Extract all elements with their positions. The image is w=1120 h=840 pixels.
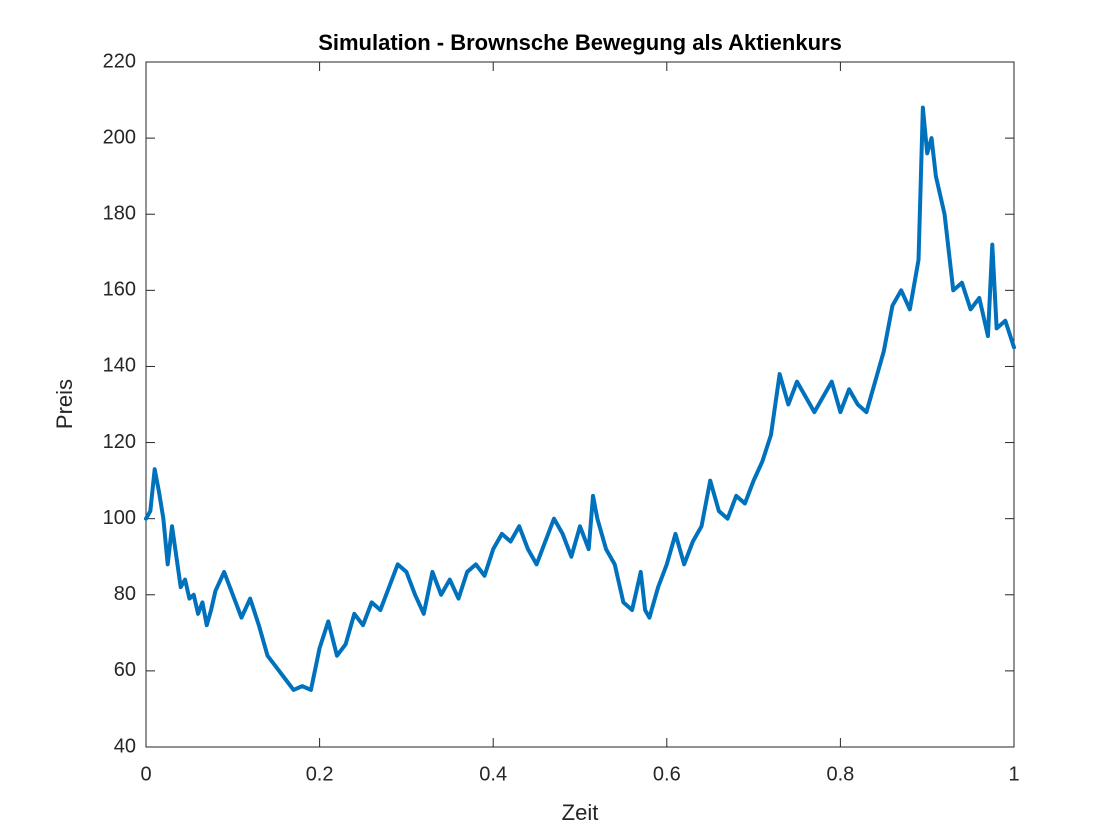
y-tick-label: 180 [103,203,136,225]
chart-title: Simulation - Brownsche Bewegung als Akti… [318,30,842,55]
x-tick-label: 0 [140,763,151,785]
y-tick-label: 140 [103,355,136,377]
x-tick-label: 0.4 [479,763,507,785]
y-tick-label: 80 [114,583,136,605]
x-tick-label: 1 [1008,763,1019,785]
x-tick-label: 0.2 [306,763,334,785]
y-tick-label: 200 [103,126,136,148]
x-tick-label: 0.8 [826,763,854,785]
price-line [144,105,1016,692]
y-tick-label: 40 [114,735,136,757]
x-axis-label: Zeit [562,800,599,825]
y-tick-label: 160 [103,279,136,301]
y-tick-label: 60 [114,659,136,681]
y-tick-label: 120 [103,431,136,453]
plot-area [145,61,1015,748]
x-tick-label: 0.6 [653,763,681,785]
y-tick-label: 100 [103,507,136,529]
y-tick-label: 220 [103,50,136,72]
y-axis-label: Preis [52,379,77,429]
